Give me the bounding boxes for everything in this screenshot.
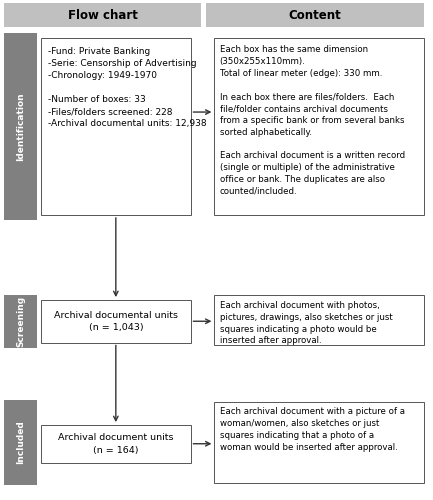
- FancyBboxPatch shape: [4, 32, 37, 220]
- Text: Each box has the same dimension
(350x255x110mm).
Total of linear meter (edge): 3: Each box has the same dimension (350x255…: [220, 45, 405, 196]
- FancyBboxPatch shape: [214, 295, 424, 345]
- FancyBboxPatch shape: [4, 4, 201, 28]
- FancyBboxPatch shape: [41, 38, 191, 215]
- Text: Content: Content: [289, 9, 341, 22]
- FancyBboxPatch shape: [4, 295, 37, 348]
- FancyBboxPatch shape: [206, 4, 424, 28]
- FancyBboxPatch shape: [4, 400, 37, 485]
- Text: Each archival document with photos,
pictures, drawings, also sketches or just
sq: Each archival document with photos, pict…: [220, 301, 392, 346]
- Text: Archival document units
(n = 164): Archival document units (n = 164): [58, 433, 174, 454]
- Text: Screening: Screening: [16, 296, 25, 347]
- FancyBboxPatch shape: [41, 425, 191, 463]
- Text: Included: Included: [16, 420, 25, 465]
- Text: Flow chart: Flow chart: [68, 9, 138, 22]
- Text: Each archival document with a picture of a
woman/women, also sketches or just
sq: Each archival document with a picture of…: [220, 408, 404, 452]
- Text: Identification: Identification: [16, 92, 25, 160]
- Text: -Fund: Private Banking
-Serie: Censorship of Advertising
-Chronology: 1949-1970
: -Fund: Private Banking -Serie: Censorshi…: [48, 46, 206, 128]
- FancyBboxPatch shape: [41, 300, 191, 343]
- FancyBboxPatch shape: [214, 38, 424, 215]
- FancyBboxPatch shape: [214, 402, 424, 482]
- Text: Archival documental units
(n = 1,043): Archival documental units (n = 1,043): [54, 310, 178, 332]
